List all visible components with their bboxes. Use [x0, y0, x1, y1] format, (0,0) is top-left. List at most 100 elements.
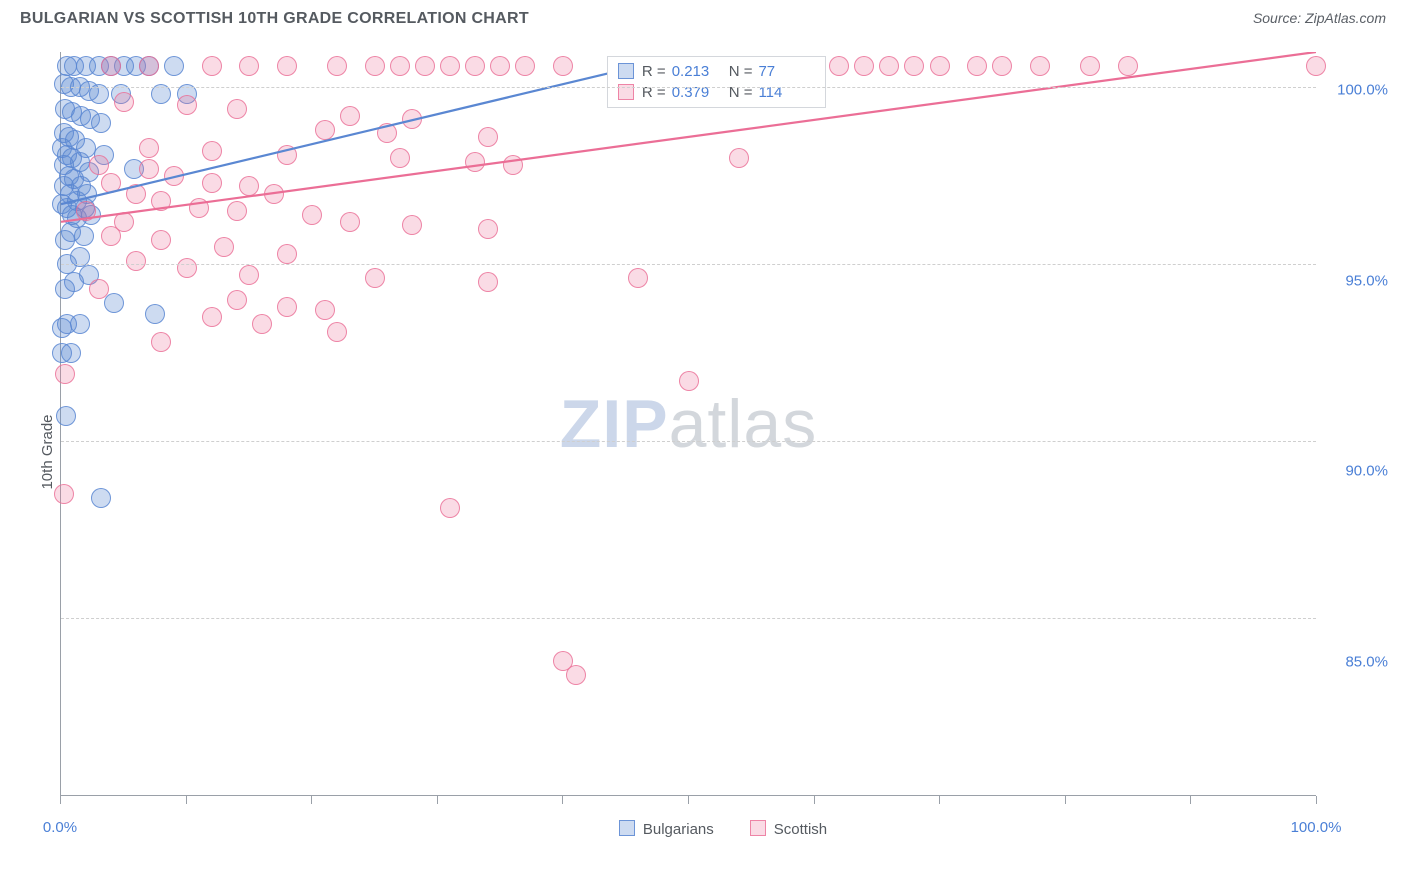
scatter-point-b: [177, 258, 197, 278]
scatter-point-b: [465, 56, 485, 76]
scatter-point-b: [202, 56, 222, 76]
watermark: ZIPatlas: [560, 385, 817, 463]
stats-n-label: N =: [729, 63, 753, 80]
scatter-point-b: [503, 155, 523, 175]
scatter-point-a: [57, 56, 77, 76]
scatter-point-b: [478, 127, 498, 147]
x-tick: [1190, 796, 1191, 804]
scatter-point-b: [515, 56, 535, 76]
scatter-point-b: [327, 56, 347, 76]
x-tick: [1316, 796, 1317, 804]
scatter-point-b: [478, 272, 498, 292]
watermark-zip: ZIP: [560, 386, 669, 462]
x-tick: [311, 796, 312, 804]
scatter-point-b: [114, 212, 134, 232]
gridline: [61, 87, 1316, 88]
scatter-point-b: [151, 191, 171, 211]
scatter-point-b: [114, 92, 134, 112]
scatter-point-b: [992, 56, 1012, 76]
scatter-point-b: [390, 56, 410, 76]
scatter-point-b: [277, 56, 297, 76]
scatter-point-b: [377, 123, 397, 143]
scatter-point-b: [139, 159, 159, 179]
scatter-point-b: [490, 56, 510, 76]
stats-r-label: R =: [642, 84, 666, 101]
scatter-point-b: [628, 268, 648, 288]
scatter-point-b: [478, 219, 498, 239]
scatter-point-b: [340, 212, 360, 232]
x-tick: [1065, 796, 1066, 804]
scatter-point-b: [967, 56, 987, 76]
x-tick: [939, 796, 940, 804]
stats-n-value-b: 114: [758, 84, 809, 101]
scatter-point-b: [440, 498, 460, 518]
bottom-legend: Bulgarians Scottish: [50, 820, 1396, 838]
plot-area: ZIPatlas R =0.213N =77R =0.379N =114: [60, 52, 1316, 796]
scatter-point-b: [1306, 56, 1326, 76]
scatter-point-b: [1080, 56, 1100, 76]
x-tick-label: 0.0%: [43, 819, 77, 836]
legend-swatch-a: [618, 63, 634, 79]
scatter-point-b: [252, 314, 272, 334]
stats-n-label: N =: [729, 84, 753, 101]
x-tick: [814, 796, 815, 804]
scatter-point-b: [202, 307, 222, 327]
scatter-point-b: [239, 176, 259, 196]
scatter-point-b: [829, 56, 849, 76]
scatter-point-b: [202, 173, 222, 193]
scatter-point-b: [101, 173, 121, 193]
scatter-point-b: [415, 56, 435, 76]
watermark-atlas: atlas: [669, 386, 818, 462]
scatter-point-b: [327, 322, 347, 342]
trend-lines-layer: [61, 52, 1316, 795]
scatter-point-b: [553, 651, 573, 671]
scatter-point-b: [89, 279, 109, 299]
scatter-point-b: [189, 198, 209, 218]
scatter-point-b: [440, 56, 460, 76]
scatter-point-b: [139, 56, 159, 76]
scatter-point-b: [315, 120, 335, 140]
scatter-point-b: [227, 201, 247, 221]
gridline: [61, 264, 1316, 265]
x-tick: [60, 796, 61, 804]
legend-swatch-a: [619, 820, 635, 836]
scatter-point-b: [76, 201, 96, 221]
legend-swatch-b: [750, 820, 766, 836]
scatter-point-b: [402, 215, 422, 235]
scatter-point-b: [227, 99, 247, 119]
scatter-point-b: [214, 237, 234, 257]
stats-r-value-b: 0.379: [672, 84, 723, 101]
scatter-point-a: [57, 314, 77, 334]
scatter-point-b: [390, 148, 410, 168]
legend-label-a: Bulgarians: [643, 821, 714, 838]
scatter-point-b: [139, 138, 159, 158]
scatter-point-b: [930, 56, 950, 76]
y-tick-label: 90.0%: [1345, 463, 1388, 480]
x-tick-label: 100.0%: [1291, 819, 1342, 836]
scatter-point-b: [164, 166, 184, 186]
chart-header: BULGARIAN VS SCOTTISH 10TH GRADE CORRELA…: [0, 0, 1406, 34]
scatter-point-b: [315, 300, 335, 320]
scatter-point-b: [239, 56, 259, 76]
y-axis-title: 10th Grade: [39, 414, 56, 489]
scatter-point-b: [177, 95, 197, 115]
scatter-point-a: [56, 406, 76, 426]
scatter-point-b: [202, 141, 222, 161]
x-tick: [688, 796, 689, 804]
stats-n-value-a: 77: [758, 63, 809, 80]
scatter-point-b: [126, 251, 146, 271]
stats-r-label: R =: [642, 63, 666, 80]
scatter-point-a: [52, 343, 72, 363]
gridline: [61, 441, 1316, 442]
scatter-point-b: [1118, 56, 1138, 76]
scatter-point-b: [365, 56, 385, 76]
scatter-point-b: [465, 152, 485, 172]
scatter-point-a: [104, 293, 124, 313]
scatter-point-b: [277, 297, 297, 317]
scatter-point-b: [126, 184, 146, 204]
scatter-point-b: [89, 155, 109, 175]
gridline: [61, 618, 1316, 619]
x-tick: [186, 796, 187, 804]
scatter-point-b: [239, 265, 259, 285]
legend-label-b: Scottish: [774, 821, 827, 838]
